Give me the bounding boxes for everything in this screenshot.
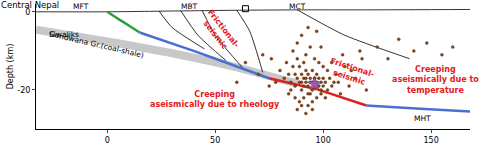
svg-text:MHT: MHT	[414, 114, 431, 123]
svg-text:Gondwana Gr.(coal-shale): Gondwana Gr.(coal-shale)	[48, 29, 144, 60]
svg-text:0: 0	[25, 8, 30, 17]
svg-text:Frictional-seismic: Frictional-seismic	[326, 56, 375, 89]
svg-text:50: 50	[210, 136, 220, 145]
svg-text:-20: -20	[17, 86, 30, 95]
svg-text:Siwaliks: Siwaliks	[49, 30, 79, 39]
svg-text:Central Nepal: Central Nepal	[1, 0, 59, 10]
svg-text:Creepingaseismically due totem: Creepingaseismically due totemperature	[392, 65, 479, 95]
svg-text:150: 150	[423, 136, 438, 145]
svg-text:Depth (km): Depth (km)	[6, 44, 15, 90]
svg-text:100: 100	[316, 136, 331, 145]
svg-text:MBT: MBT	[181, 2, 198, 11]
svg-text:MCT: MCT	[289, 2, 306, 11]
svg-text:MFT: MFT	[73, 2, 89, 11]
svg-text:Creepingaseismically due to rh: Creepingaseismically due to rheology	[150, 90, 280, 109]
svg-text:0: 0	[105, 136, 110, 145]
svg-text:Frictional-seismic: Frictional-seismic	[198, 8, 241, 56]
